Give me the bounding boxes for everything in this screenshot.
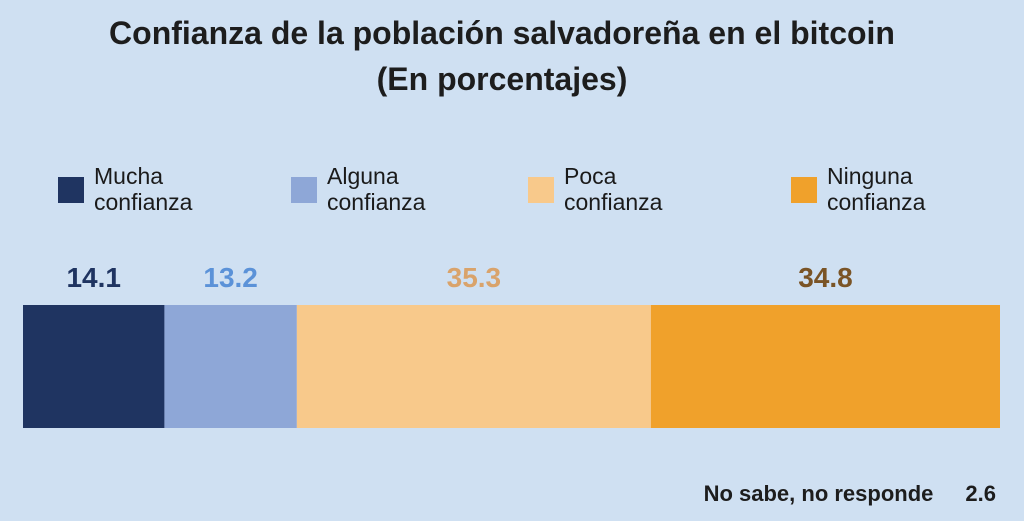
legend-label-ninguna-line2: confianza	[827, 189, 926, 215]
footnote: No sabe, no responde 2.6	[704, 478, 996, 510]
legend-label-alguna: Alguna confianza	[327, 163, 517, 215]
bar-segment-alguna	[164, 305, 297, 428]
value-label-poca: 35.3	[446, 262, 502, 293]
legend-label-ninguna: Ninguna confianza	[827, 163, 1017, 215]
value-label-ninguna: 34.8	[798, 262, 853, 293]
footnote-value: 2.6	[965, 481, 996, 506]
legend-label-mucha-line1: Mucha	[94, 163, 164, 189]
legend-label-mucha: Mucha confianza	[94, 163, 284, 215]
legend-label-poca-line2: confianza	[564, 189, 663, 215]
legend-label-poca-line1: Poca	[564, 163, 617, 189]
legend-label-poca: Poca confianza	[564, 163, 754, 215]
bar-segment-mucha	[23, 305, 165, 428]
footnote-label: No sabe, no responde	[703, 481, 934, 506]
legend-label-ninguna-line1: Ninguna	[827, 163, 913, 189]
legend-swatch-poca	[528, 177, 554, 203]
chart-title: Confianza de la población salvadoreña en…	[109, 15, 895, 51]
legend-label-alguna-line1: Alguna	[327, 163, 399, 189]
value-label-alguna: 13.2	[203, 262, 258, 293]
legend-label-mucha-line2: confianza	[94, 189, 193, 215]
chart-title-block: Confianza de la población salvadoreña en…	[0, 10, 1004, 102]
legend-swatch-ninguna	[791, 177, 817, 203]
legend-swatch-alguna	[291, 177, 317, 203]
bar-segment-ninguna	[650, 305, 1000, 428]
chart-subtitle: (En porcentajes)	[376, 61, 628, 97]
legend-label-alguna-line2: confianza	[327, 189, 426, 215]
bar-segment-poca	[296, 305, 651, 428]
legend-swatch-mucha	[58, 177, 84, 203]
value-label-mucha: 14.1	[66, 262, 121, 293]
